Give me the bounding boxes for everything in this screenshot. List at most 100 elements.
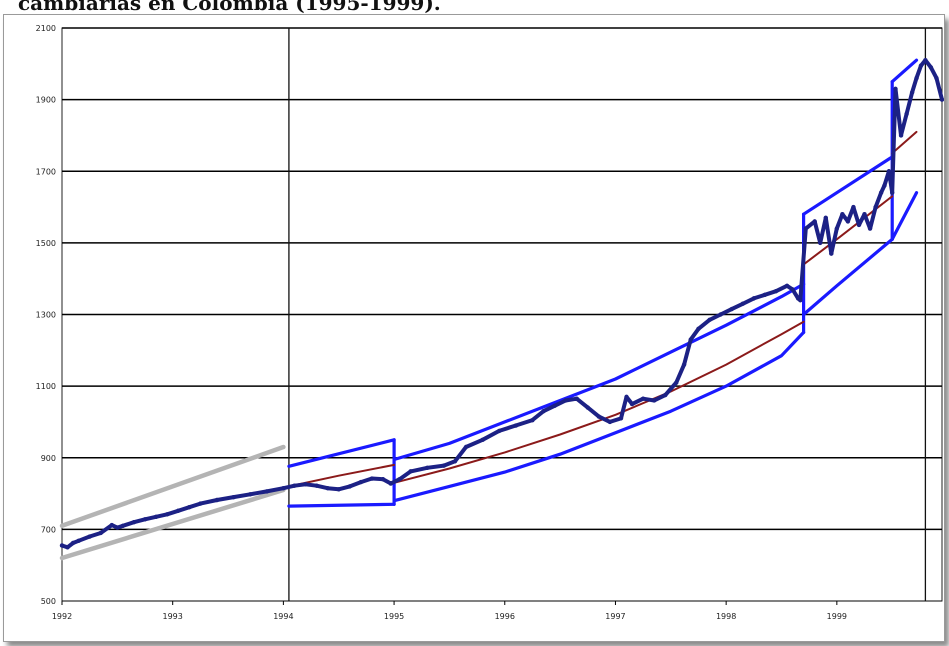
y-tick-label: 1100 [36,382,56,391]
exchange-rate-point [441,463,447,468]
exchange-rate-point [452,459,458,464]
exchange-rate-point [773,289,779,294]
exchange-rate-point [369,476,375,481]
exchange-rate-point [898,133,904,138]
exchange-rate-point [829,251,834,256]
exchange-rate-point [425,465,430,470]
y-tick-label: 2100 [36,24,56,33]
exchange-rate-point [751,296,757,301]
x-tick-label: 1994 [273,612,293,621]
x-tick-label: 1999 [827,612,847,621]
exchange-rate-point [851,204,856,210]
band-segment [890,191,919,241]
exchange-rate-point [607,419,613,425]
exchange-rate-point [882,183,887,188]
exchange-rate-line [60,58,944,550]
band-pre-1994-segment [59,444,286,529]
exchange-rate-point [131,520,137,525]
exchange-rate-point [696,326,701,332]
exchange-rate-point [914,75,919,81]
exchange-rate-point [388,481,393,486]
exchange-rate-point [574,396,579,401]
exchange-rate-point [347,484,352,489]
x-tick-label: 1995 [384,612,404,621]
y-tick-label: 700 [41,525,56,534]
exchange-rate-point [886,169,892,174]
exchange-rate-point [889,190,895,195]
y-tick-label: 1900 [36,96,56,105]
exchange-rate-point [153,514,159,520]
y-tick-label: 1500 [36,239,56,248]
exchange-rate-point [862,212,867,217]
exchange-rate-point [198,501,203,506]
exchange-rate-point [176,508,181,513]
exchange-rate-point [408,469,413,474]
exchange-rate-point [292,483,297,488]
exchange-rate-point [87,534,92,539]
exchange-rate-point [552,403,557,409]
exchange-rate-point [231,494,236,500]
exchange-rate-point [718,312,723,317]
exchange-rate-point [803,226,809,231]
exchange-rate-point [707,317,712,323]
exchange-rate-point [934,75,939,81]
exchange-rate-point [618,416,624,421]
y-tick-label: 1300 [36,311,56,320]
exchange-rate-point [397,477,402,482]
exchange-rate-point [380,477,386,482]
exchange-rate-point [76,538,81,544]
exchange-rate-point [663,392,668,398]
exchange-rate-point [463,444,469,450]
exchange-rate-point [640,396,646,401]
band-segment [392,330,806,503]
exchange-rate-point [247,492,253,497]
x-tick-label: 1992 [52,612,72,621]
exchange-rate-point [812,219,817,224]
central-parity-segment [393,320,805,484]
exchange-rate-point [281,485,286,491]
exchange-rate-point [928,65,934,70]
x-tick-label: 1993 [163,612,183,621]
exchange-rate-point [358,479,364,485]
exchange-rate-point [336,487,341,492]
exchange-rate-point [784,283,790,289]
page-caption: cambiarias en Colombia (1995-1999). [18,0,441,15]
band-segment [802,155,894,216]
series [59,58,944,561]
exchange-rate-point [513,423,519,428]
band-pre-1994-series [59,444,286,561]
exchange-rate-point [856,222,862,228]
exchange-rate-point [59,543,65,548]
exchange-rate-point [762,292,768,298]
exchange-rate-point [596,414,602,419]
exchange-rate-point [823,215,828,221]
exchange-rate-point [325,485,330,491]
exchange-rate-point [840,212,845,217]
exchange-rate-point [264,489,269,494]
exchange-rate-point [541,408,546,414]
chart-frame: 500 700 900 1100 1300 1500 1700 1900 2100 1992 199… [3,14,945,642]
exchange-rate-point [187,504,192,510]
exchange-rate-point [214,497,220,503]
exchange-rate-point [70,540,76,546]
exchange-rate-point [480,437,485,443]
exchange-rate-point [115,525,120,530]
exchange-rate-point [303,482,308,487]
exchange-rate-point [867,226,873,231]
y-tick-label: 500 [41,597,56,606]
band-segment [287,502,396,508]
exchange-rate-point [904,111,909,117]
exchange-rate-point [629,401,635,407]
exchange-rate-series [59,58,944,550]
exchange-rate-point [939,97,944,102]
exchange-rate-chart: 500 700 900 1100 1300 1500 1700 1900 2100 1992 199… [36,24,944,621]
exchange-rate-point [164,512,170,517]
exchange-rate-point [740,301,745,306]
exchange-rate-point [729,306,734,312]
exchange-rate-point [314,483,319,488]
exchange-rate-point [530,417,535,423]
exchange-rate-point [98,530,103,536]
exchange-rate-point [120,523,126,528]
exchange-rate-point [681,362,687,367]
exchange-rate-point [798,297,803,303]
